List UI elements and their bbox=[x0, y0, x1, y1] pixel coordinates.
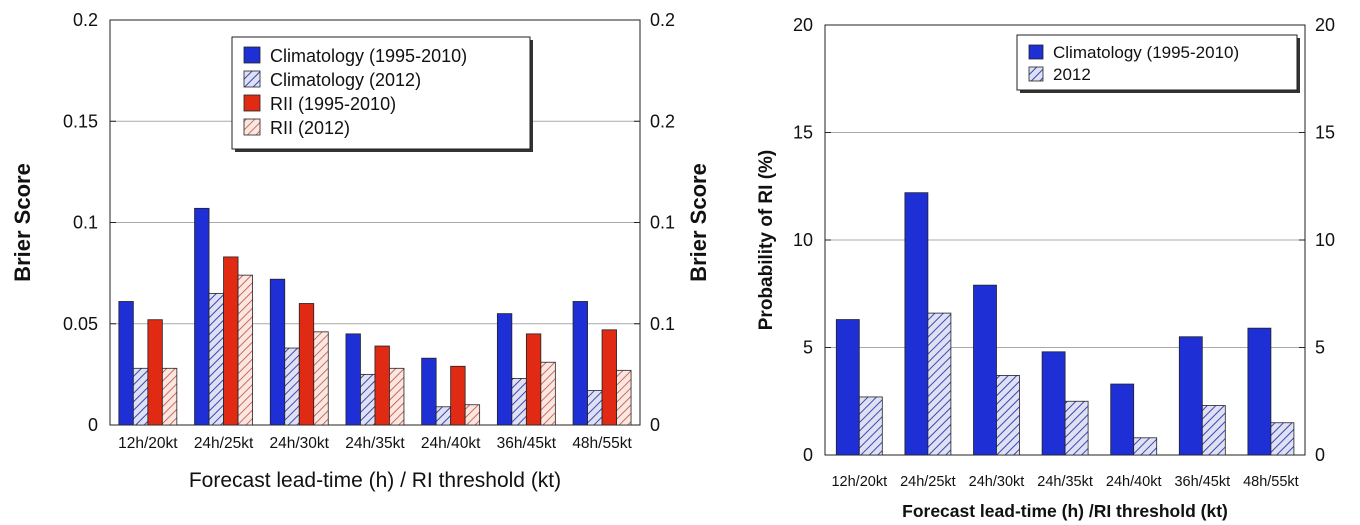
legend-box bbox=[231, 36, 531, 150]
x-axis-label: Forecast lead-time (h) /RI threshold (kt… bbox=[902, 501, 1228, 521]
x-tick-label: 12h/20kt bbox=[831, 474, 887, 490]
y-tick-label-right: 0.1 bbox=[650, 314, 675, 334]
bar bbox=[450, 365, 466, 426]
legend-label: Climatology (2012) bbox=[270, 70, 421, 90]
y-axis-label-right: Brier Score bbox=[686, 163, 711, 282]
x-tick-label: 48h/55kt bbox=[572, 435, 632, 452]
y-tick-label-right: 0.2 bbox=[650, 111, 675, 131]
x-axis-label: Forecast lead-time (h) / RI threshold (k… bbox=[189, 469, 561, 492]
bar bbox=[1178, 336, 1203, 456]
bar bbox=[132, 367, 149, 426]
bar bbox=[616, 369, 632, 426]
y-axis-label: Probability of RI (%) bbox=[756, 150, 777, 331]
y-tick-label-left: 15 bbox=[793, 123, 813, 143]
y-tick-label-left: 5 bbox=[803, 338, 813, 358]
bar bbox=[1041, 351, 1066, 456]
x-tick-label: 24h/35kt bbox=[1037, 474, 1093, 490]
bar bbox=[360, 373, 376, 426]
x-tick-label: 36h/45kt bbox=[1174, 474, 1230, 490]
y-tick-label-right: 5 bbox=[1315, 338, 1325, 358]
legend-swatch bbox=[243, 94, 261, 112]
y-tick-label-left: 0 bbox=[88, 415, 98, 435]
y-axis-label: Brier Score bbox=[10, 163, 35, 282]
x-tick-label: 24h/25kt bbox=[194, 435, 254, 452]
bar bbox=[147, 319, 163, 426]
bar bbox=[118, 301, 134, 426]
bar bbox=[572, 301, 588, 426]
bar bbox=[269, 278, 286, 426]
y-tick-label-right: 0.2 bbox=[650, 10, 675, 30]
bar bbox=[1133, 437, 1158, 456]
bar bbox=[284, 347, 300, 426]
bar bbox=[511, 378, 527, 426]
bar bbox=[1270, 422, 1295, 456]
y-tick-label-right: 0 bbox=[650, 415, 660, 435]
bar bbox=[1110, 383, 1135, 456]
legend-swatch bbox=[1028, 66, 1044, 82]
bar bbox=[161, 367, 178, 426]
bar bbox=[223, 256, 239, 426]
y-tick-label-right: 0.1 bbox=[650, 213, 675, 233]
legend-label: Climatology (1995-2010) bbox=[1053, 43, 1239, 62]
bar bbox=[435, 406, 452, 426]
bar bbox=[421, 357, 437, 426]
legend-swatch bbox=[243, 70, 261, 88]
bar bbox=[237, 274, 253, 426]
bar bbox=[1247, 327, 1272, 456]
bar bbox=[1064, 400, 1089, 456]
legend-swatch bbox=[1028, 44, 1044, 60]
legend-label: RII (2012) bbox=[270, 118, 350, 138]
bar bbox=[601, 329, 617, 426]
y-tick-label-left: 10 bbox=[793, 230, 813, 250]
bar bbox=[1201, 405, 1226, 456]
x-tick-label: 12h/20kt bbox=[118, 435, 178, 452]
legend-swatch bbox=[243, 118, 261, 136]
bar bbox=[587, 390, 603, 426]
y-tick-label-left: 20 bbox=[793, 15, 813, 35]
legend-label: Climatology (1995-2010) bbox=[270, 46, 467, 66]
bar bbox=[464, 404, 481, 426]
bar bbox=[194, 207, 210, 426]
y-tick-label-right: 20 bbox=[1315, 15, 1335, 35]
bar bbox=[904, 192, 929, 456]
legend-swatch bbox=[243, 46, 261, 64]
y-tick-label-right: 0 bbox=[1315, 445, 1325, 465]
bar bbox=[389, 367, 405, 426]
legend-label: RII (1995-2010) bbox=[270, 94, 396, 114]
bar bbox=[927, 312, 952, 456]
y-tick-label-left: 0.15 bbox=[63, 111, 98, 131]
y-tick-label-left: 0 bbox=[803, 445, 813, 465]
y-tick-label-left: 0.1 bbox=[73, 213, 98, 233]
x-tick-label: 24h/35kt bbox=[345, 435, 405, 452]
legend-box bbox=[1016, 34, 1298, 91]
y-tick-label-left: 0.2 bbox=[73, 10, 98, 30]
bar bbox=[496, 313, 513, 426]
bar bbox=[540, 361, 556, 426]
x-tick-label: 24h/30kt bbox=[969, 474, 1025, 490]
bar bbox=[208, 292, 224, 426]
bar bbox=[858, 396, 883, 456]
bar bbox=[525, 333, 542, 426]
x-tick-label: 36h/45kt bbox=[497, 435, 557, 452]
y-tick-label-right: 10 bbox=[1315, 230, 1335, 250]
bar bbox=[973, 284, 997, 456]
bar bbox=[313, 331, 329, 426]
x-tick-label: 24h/40kt bbox=[1106, 474, 1162, 490]
x-tick-label: 24h/30kt bbox=[270, 435, 330, 452]
bar bbox=[345, 333, 361, 426]
bar bbox=[374, 345, 390, 426]
y-tick-label-right: 15 bbox=[1315, 123, 1335, 143]
legend-label: 2012 bbox=[1053, 65, 1091, 84]
x-tick-label: 24h/25kt bbox=[900, 474, 956, 490]
x-tick-label: 48h/55kt bbox=[1243, 474, 1299, 490]
bar bbox=[298, 303, 315, 426]
x-tick-label: 24h/40kt bbox=[421, 435, 481, 452]
y-tick-label-left: 0.05 bbox=[63, 314, 98, 334]
bar bbox=[835, 319, 860, 456]
bar bbox=[996, 375, 1020, 456]
